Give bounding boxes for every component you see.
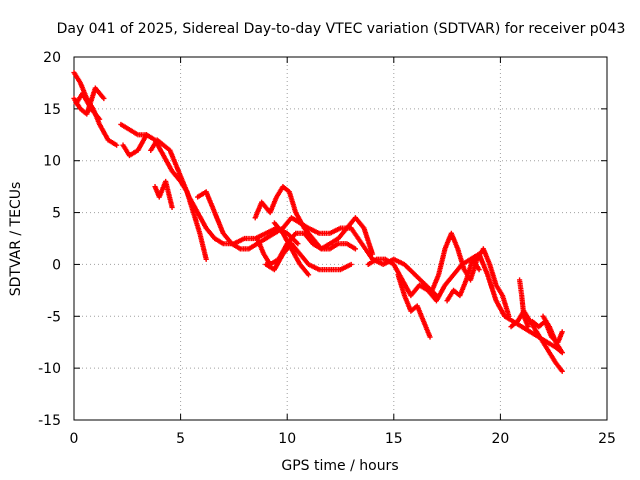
y-axis-label: SDTVAR / TECUs [8, 182, 24, 297]
track-markers [196, 190, 438, 297]
x-tick-label: 5 [176, 431, 185, 447]
series-track [540, 313, 565, 356]
x-tick-label: 20 [491, 431, 509, 447]
y-tick-label: 20 [43, 50, 61, 66]
series-track [516, 277, 531, 330]
track-markers [517, 279, 531, 328]
data-series [71, 69, 565, 374]
y-tick-label: 5 [52, 206, 61, 222]
y-tick-label: 0 [52, 257, 61, 273]
series-track [120, 132, 150, 159]
track-markers [396, 273, 432, 339]
track-markers [253, 185, 357, 252]
track-markers [121, 133, 149, 158]
axis-ticks [73, 56, 608, 421]
series-track [252, 184, 359, 252]
y-tick-label: -5 [47, 309, 61, 325]
x-tick-label: 25 [598, 431, 616, 447]
grid [74, 57, 607, 420]
chart-title: Day 041 of 2025, Sidereal Day-to-day VTE… [57, 21, 626, 37]
x-tick-label: 10 [278, 431, 296, 447]
x-tick-labels: 0 5 10 15 20 25 [70, 431, 616, 447]
track-markers [541, 315, 564, 354]
y-tick-labels: -15 -10 -5 0 5 10 15 20 [38, 50, 61, 429]
track-markers [74, 92, 102, 121]
track-markers [153, 180, 175, 209]
series-track [508, 308, 565, 374]
x-tick-label: 15 [385, 431, 403, 447]
y-tick-label: 10 [43, 154, 61, 170]
series-track [444, 256, 482, 304]
series-track [152, 178, 175, 210]
y-tick-label: -10 [38, 361, 61, 377]
y-tick-label: -15 [38, 413, 61, 429]
y-tick-label: 15 [43, 102, 61, 118]
series-track [195, 189, 440, 299]
track-markers [430, 232, 511, 318]
series-track [429, 230, 512, 319]
series-track [73, 90, 103, 122]
track-markers [272, 221, 311, 277]
x-tick-label: 0 [70, 431, 79, 447]
series-track [395, 272, 433, 340]
series-track [271, 220, 312, 278]
plot-frame [73, 56, 608, 421]
x-axis-label: GPS time / hours [281, 458, 398, 474]
track-markers [445, 258, 481, 302]
